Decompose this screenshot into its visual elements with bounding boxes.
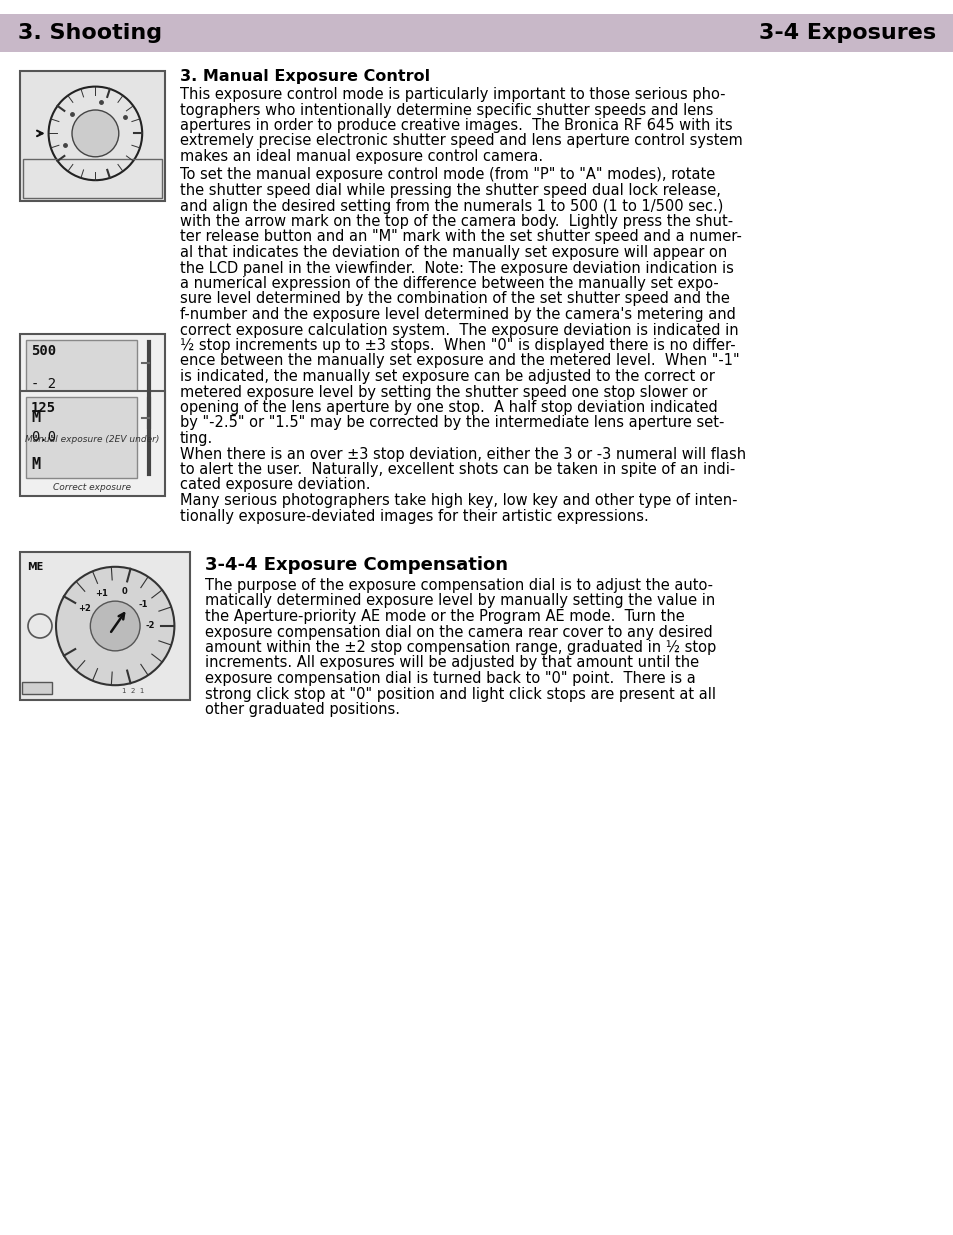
Text: When there is an over ±3 stop deviation, either the 3 or -3 numeral will flash: When there is an over ±3 stop deviation,… — [180, 447, 745, 462]
Text: ence between the manually set exposure and the metered level.  When "-1": ence between the manually set exposure a… — [180, 353, 739, 368]
Text: 1  2  1: 1 2 1 — [122, 688, 144, 694]
Text: correct exposure calculation system.  The exposure deviation is indicated in: correct exposure calculation system. The… — [180, 322, 738, 337]
Bar — [0, 14, 953, 52]
Text: sure level determined by the combination of the set shutter speed and the: sure level determined by the combination… — [180, 291, 729, 306]
Circle shape — [91, 601, 140, 651]
Text: Many serious photographers take high key, low key and other type of inten-: Many serious photographers take high key… — [180, 493, 737, 508]
Text: matically determined exposure level by manually setting the value in: matically determined exposure level by m… — [205, 594, 715, 609]
Bar — [26, 340, 137, 431]
Bar — [22, 682, 52, 694]
Text: 125: 125 — [30, 401, 56, 415]
Bar — [26, 396, 137, 478]
Text: Manual exposure (2EV under): Manual exposure (2EV under) — [26, 436, 159, 445]
Text: exposure compensation dial on the camera rear cover to any desired: exposure compensation dial on the camera… — [205, 625, 712, 640]
Text: by "-2.5" or "1.5" may be corrected by the intermediate lens aperture set-: by "-2.5" or "1.5" may be corrected by t… — [180, 415, 723, 431]
Text: This exposure control mode is particularly important to those serious pho-: This exposure control mode is particular… — [180, 86, 724, 103]
Text: -2: -2 — [146, 621, 155, 631]
Text: exposure compensation dial is turned back to "0" point.  There is a: exposure compensation dial is turned bac… — [205, 671, 695, 685]
Circle shape — [56, 567, 174, 685]
Text: The purpose of the exposure compensation dial is to adjust the auto-: The purpose of the exposure compensation… — [205, 578, 712, 593]
Text: ME: ME — [27, 562, 43, 572]
Text: is indicated, the manually set exposure can be adjusted to the correct or: is indicated, the manually set exposure … — [180, 369, 714, 384]
Bar — [20, 552, 190, 700]
Text: the Aperture-priority AE mode or the Program AE mode.  Turn the: the Aperture-priority AE mode or the Pro… — [205, 609, 684, 624]
Text: To set the manual exposure control mode (from "P" to "A" modes), rotate: To set the manual exposure control mode … — [180, 168, 715, 183]
Text: the shutter speed dial while pressing the shutter speed dual lock release,: the shutter speed dial while pressing th… — [180, 183, 720, 198]
Text: 3-4-4 Exposure Compensation: 3-4-4 Exposure Compensation — [205, 556, 507, 574]
Text: ½ stop increments up to ±3 stops.  When "0" is displayed there is no differ-: ½ stop increments up to ±3 stops. When "… — [180, 338, 735, 353]
Text: other graduated positions.: other graduated positions. — [205, 701, 399, 718]
Text: the LCD panel in the viewfinder.  Note: The exposure deviation indication is: the LCD panel in the viewfinder. Note: T… — [180, 261, 733, 275]
Text: tographers who intentionally determine specific shutter speeds and lens: tographers who intentionally determine s… — [180, 103, 713, 117]
Text: al that indicates the deviation of the manually set exposure will appear on: al that indicates the deviation of the m… — [180, 245, 726, 261]
Text: strong click stop at "0" position and light click stops are present at all: strong click stop at "0" position and li… — [205, 687, 716, 701]
Text: amount within the ±2 stop compensation range, graduated in ½ stop: amount within the ±2 stop compensation r… — [205, 640, 716, 655]
Text: ting.: ting. — [180, 431, 213, 446]
Text: -1: -1 — [138, 600, 148, 609]
Text: +1: +1 — [95, 589, 109, 598]
Bar — [20, 391, 165, 496]
Text: M: M — [30, 410, 40, 425]
Text: Correct exposure: Correct exposure — [53, 483, 132, 492]
Text: +2: +2 — [78, 604, 91, 613]
Bar — [20, 70, 165, 201]
Text: M: M — [30, 457, 40, 472]
Text: extremely precise electronic shutter speed and lens aperture control system: extremely precise electronic shutter spe… — [180, 133, 742, 148]
Text: and align the desired setting from the numerals 1 to 500 (1 to 1/500 sec.): and align the desired setting from the n… — [180, 199, 722, 214]
Text: 3. Shooting: 3. Shooting — [18, 23, 162, 43]
Text: opening of the lens aperture by one stop.  A half stop deviation indicated: opening of the lens aperture by one stop… — [180, 400, 717, 415]
Text: f-number and the exposure level determined by the camera's metering and: f-number and the exposure level determin… — [180, 308, 735, 322]
Bar — [23, 159, 162, 198]
Text: apertures in order to produce creative images.  The Bronica RF 645 with its: apertures in order to produce creative i… — [180, 119, 732, 133]
Text: 0.0: 0.0 — [30, 430, 56, 443]
Text: with the arrow mark on the top of the camera body.  Lightly press the shut-: with the arrow mark on the top of the ca… — [180, 214, 732, 228]
Text: ter release button and an "M" mark with the set shutter speed and a numer-: ter release button and an "M" mark with … — [180, 230, 741, 245]
Text: 0: 0 — [121, 587, 127, 597]
Text: 3-4 Exposures: 3-4 Exposures — [758, 23, 935, 43]
Text: increments. All exposures will be adjusted by that amount until the: increments. All exposures will be adjust… — [205, 656, 699, 671]
Text: tionally exposure-deviated images for their artistic expressions.: tionally exposure-deviated images for th… — [180, 509, 648, 524]
Text: a numerical expression of the difference between the manually set expo-: a numerical expression of the difference… — [180, 275, 718, 291]
Text: metered exposure level by setting the shutter speed one stop slower or: metered exposure level by setting the sh… — [180, 384, 706, 399]
Bar — [20, 333, 165, 450]
Text: to alert the user.  Naturally, excellent shots can be taken in spite of an indi-: to alert the user. Naturally, excellent … — [180, 462, 735, 477]
Text: 500: 500 — [30, 345, 56, 358]
Text: cated exposure deviation.: cated exposure deviation. — [180, 478, 370, 493]
Text: - 2: - 2 — [30, 377, 56, 391]
Text: 3. Manual Exposure Control: 3. Manual Exposure Control — [180, 69, 430, 84]
Text: makes an ideal manual exposure control camera.: makes an ideal manual exposure control c… — [180, 149, 542, 164]
Circle shape — [71, 110, 119, 157]
